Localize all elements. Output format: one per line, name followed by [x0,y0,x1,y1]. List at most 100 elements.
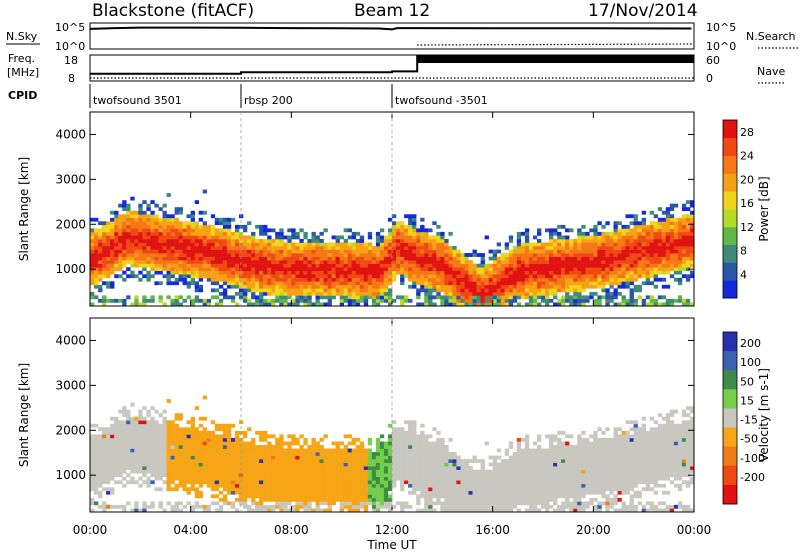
power-cell [677,246,683,250]
power-cell [106,253,111,257]
velocity-cell [130,466,135,470]
power-cell [247,263,252,268]
power-cell [263,224,268,229]
velocity-cell [190,476,196,481]
power-cell [94,253,99,257]
power-cell [476,281,481,286]
power-cell [476,274,481,279]
power-cell [404,242,409,247]
power-cell [247,242,252,247]
power-cell [557,242,562,247]
power-cell [609,256,614,261]
power-cell [186,249,191,254]
power-cell [198,260,204,264]
power-cell [456,253,461,257]
velocity-cell [106,459,111,463]
power-cell [649,270,655,275]
power-cell [343,228,349,233]
power-cell [420,270,425,275]
velocity-cell [94,423,99,428]
power-cell [617,263,622,268]
power-cell [291,246,296,250]
velocity-cell [287,490,292,495]
velocity-cell [436,455,441,460]
velocity-cell [351,476,357,481]
power-cell [629,256,634,261]
power-cell [573,267,578,272]
power-cell [271,302,276,307]
power-cell [291,298,296,303]
power-cell [94,228,99,233]
power-cell [448,274,453,279]
velocity-cell [158,445,163,449]
velocity-cell [492,466,498,470]
power-cell [565,267,570,272]
power-cell [685,231,691,236]
power-cell [601,224,606,229]
power-cell [440,298,445,303]
power-cell [299,281,304,286]
power-cell [609,295,614,300]
power-cell [545,242,550,247]
power-cell [448,298,453,303]
velocity-cell [428,490,433,495]
power-cell [625,274,630,279]
power-cell [428,295,433,300]
power-cell [504,267,510,272]
power-cell [685,228,691,233]
power-cell [653,277,659,282]
power-cell [230,242,236,247]
velocity-cell [222,427,228,432]
velocity-cell [335,476,340,481]
power-cell [400,228,405,233]
power-cell [605,256,610,261]
power-cell [637,231,642,236]
power-cell [404,228,409,233]
power-cell [158,253,163,257]
power-cell [665,231,671,236]
power-cell [379,263,385,268]
velocity-cell [158,437,163,442]
power-cell [158,249,163,254]
power-cell [581,246,586,250]
velocity-cell [388,508,393,513]
velocity-cell [247,466,252,470]
velocity-cell [90,483,95,488]
power-cell [408,260,413,264]
power-cell [235,277,240,282]
velocity-cell [230,490,236,495]
power-cell [315,246,320,250]
power-cell [408,221,413,226]
power-cell [649,228,655,233]
power-cell [307,277,312,282]
power-cell [251,246,256,250]
velocity-cell [287,476,292,481]
velocity-cell [303,497,308,502]
velocity-cell [371,494,377,499]
velocity-cell [440,455,445,460]
power-cell [134,224,139,229]
power-cell [291,242,296,247]
velocity-cell [488,469,493,474]
power-cell [319,295,324,300]
power-cell [134,242,139,247]
power-cell [549,263,554,268]
power-cell [267,260,272,264]
power-cell [263,298,268,303]
velocity-cell [476,480,481,485]
velocity-cell [283,494,288,499]
velocity-cell [102,452,107,456]
power-cell [388,235,393,240]
power-cell [508,291,514,296]
velocity-cell [194,501,200,506]
power-cell [291,263,296,268]
power-cell [577,288,582,293]
freq-left-tick-low: 8 [68,72,75,85]
power-cell [593,224,598,229]
power-cell [118,217,123,222]
power-cell [669,239,675,243]
power-cell [669,246,675,250]
power-cell [154,263,159,268]
velocity-cell [400,427,405,432]
power-cell [516,277,522,282]
